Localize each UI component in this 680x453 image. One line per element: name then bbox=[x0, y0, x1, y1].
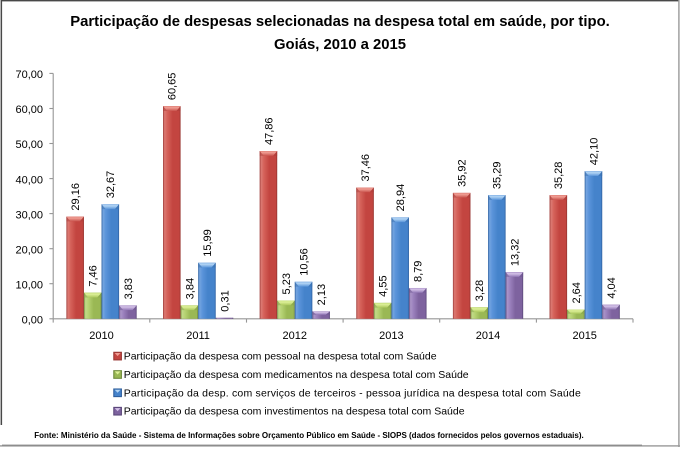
svg-text:32,67: 32,67 bbox=[105, 171, 117, 199]
svg-text:Goiás, 2010 a 2015: Goiás, 2010 a 2015 bbox=[274, 37, 406, 53]
svg-text:30,00: 30,00 bbox=[15, 209, 43, 221]
svg-text:4,04: 4,04 bbox=[606, 277, 618, 298]
svg-text:0,00: 0,00 bbox=[22, 315, 43, 327]
svg-text:Participação da desp. com serv: Participação da desp. com serviços de te… bbox=[124, 387, 581, 399]
svg-text:13,32: 13,32 bbox=[509, 239, 521, 267]
svg-text:40,00: 40,00 bbox=[15, 174, 43, 186]
svg-text:2012: 2012 bbox=[283, 330, 307, 342]
svg-text:35,92: 35,92 bbox=[457, 159, 469, 187]
svg-text:2,64: 2,64 bbox=[571, 282, 583, 303]
svg-text:3,83: 3,83 bbox=[123, 278, 135, 299]
svg-text:47,86: 47,86 bbox=[263, 117, 275, 145]
svg-text:5,23: 5,23 bbox=[281, 273, 293, 294]
svg-text:0,31: 0,31 bbox=[219, 290, 231, 311]
svg-text:Participação da despesa com me: Participação da despesa com medicamentos… bbox=[124, 369, 469, 381]
svg-text:Participação da despesa com pe: Participação da despesa com pessoal na d… bbox=[124, 351, 437, 363]
svg-text:42,10: 42,10 bbox=[588, 138, 600, 166]
svg-text:70,00: 70,00 bbox=[15, 69, 43, 81]
svg-text:60,00: 60,00 bbox=[15, 104, 43, 116]
svg-text:37,46: 37,46 bbox=[360, 154, 372, 182]
svg-text:7,46: 7,46 bbox=[88, 265, 100, 286]
svg-text:28,94: 28,94 bbox=[395, 184, 407, 212]
svg-text:Participação da despesa com in: Participação da despesa com investimento… bbox=[124, 406, 465, 418]
svg-text:2013: 2013 bbox=[379, 330, 403, 342]
svg-text:15,99: 15,99 bbox=[202, 229, 214, 257]
svg-text:50,00: 50,00 bbox=[15, 139, 43, 151]
svg-text:4,55: 4,55 bbox=[378, 275, 390, 296]
svg-text:3,28: 3,28 bbox=[474, 280, 486, 301]
svg-text:2015: 2015 bbox=[572, 330, 596, 342]
svg-text:2011: 2011 bbox=[186, 330, 210, 342]
svg-text:2,13: 2,13 bbox=[316, 284, 328, 305]
svg-text:2010: 2010 bbox=[89, 330, 113, 342]
svg-text:29,16: 29,16 bbox=[70, 183, 82, 211]
svg-text:35,28: 35,28 bbox=[553, 162, 565, 190]
svg-text:20,00: 20,00 bbox=[15, 244, 43, 256]
svg-text:2014: 2014 bbox=[476, 330, 500, 342]
svg-text:3,84: 3,84 bbox=[184, 278, 196, 299]
svg-text:8,79: 8,79 bbox=[413, 261, 425, 282]
svg-text:10,56: 10,56 bbox=[298, 248, 310, 276]
svg-text:Participação de despesas selec: Participação de despesas selecionadas na… bbox=[70, 14, 610, 30]
svg-text:10,00: 10,00 bbox=[15, 279, 43, 291]
svg-text:Fonte: Ministério da Saúde - S: Fonte: Ministério da Saúde - Sistema de … bbox=[34, 431, 583, 440]
svg-text:60,65: 60,65 bbox=[167, 73, 179, 101]
svg-text:35,29: 35,29 bbox=[492, 162, 504, 190]
